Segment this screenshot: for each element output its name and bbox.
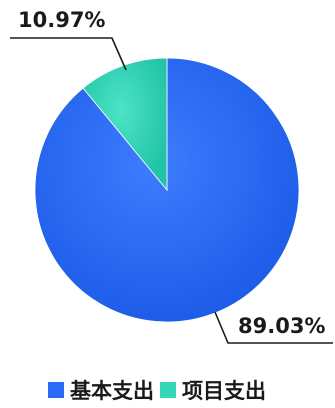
legend-swatch-basic-expenditure: [48, 382, 64, 398]
legend-swatch-project-expenditure: [160, 382, 176, 398]
slice-label-project-expenditure: 10.97%: [18, 8, 105, 32]
legend-label-basic-expenditure: 基本支出: [70, 379, 154, 403]
legend-label-project-expenditure: 项目支出: [182, 379, 266, 403]
leader-line-slice-0: [214, 311, 333, 344]
slice-label-basic-expenditure: 89.03%: [238, 314, 325, 338]
pie-slices: [34, 57, 300, 323]
legend-item-project-expenditure[interactable]: 项目支出: [160, 379, 266, 403]
legend-item-basic-expenditure[interactable]: 基本支出: [48, 379, 154, 403]
legend: 基本支出 项目支出: [48, 379, 266, 403]
leader-line-slice-1: [10, 37, 127, 71]
pie-slice-project-expenditure[interactable]: [82, 57, 168, 192]
